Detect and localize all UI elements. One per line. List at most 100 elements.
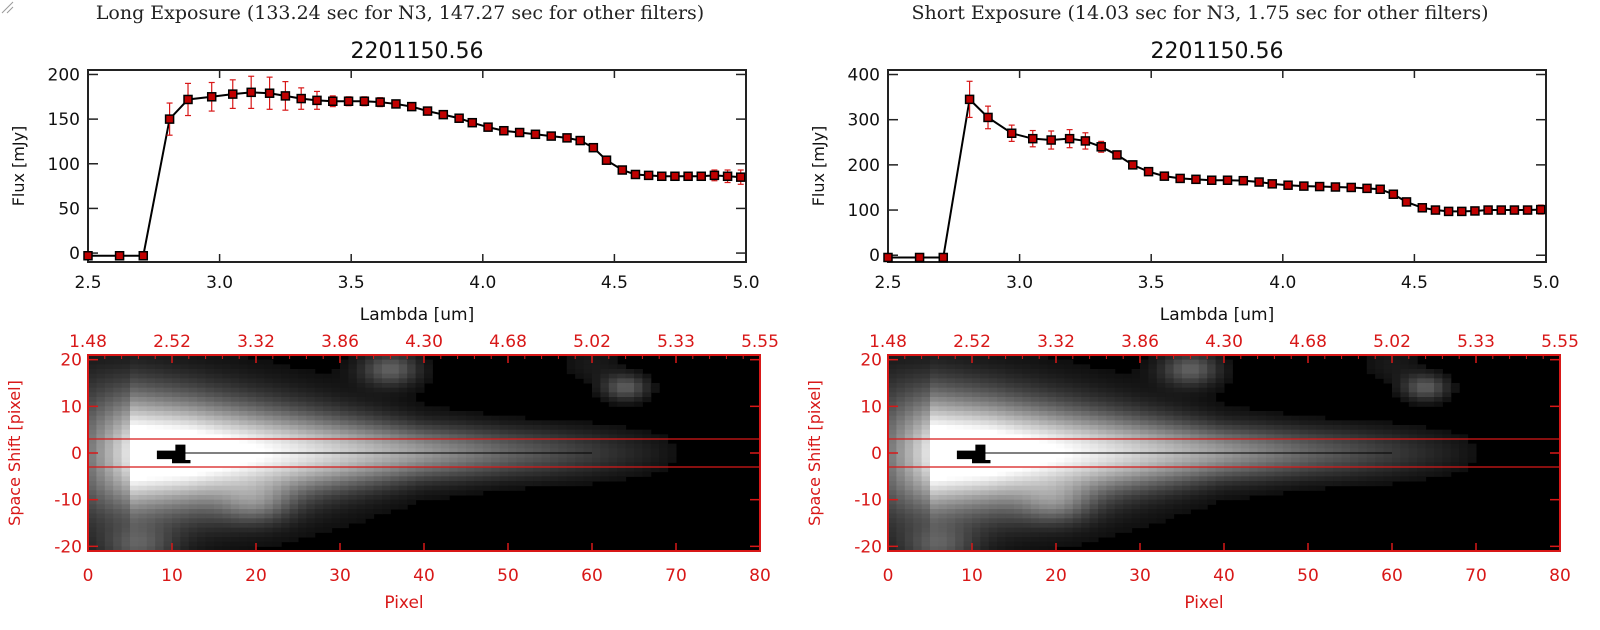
chart-title: 2201150.56 xyxy=(351,39,484,64)
top-tick-label: 5.02 xyxy=(573,332,611,352)
top-tick-label: 5.33 xyxy=(657,332,695,352)
y-tick-label: 100 xyxy=(48,155,80,175)
data-point xyxy=(1457,206,1467,217)
top-tick-label: 4.30 xyxy=(405,332,443,352)
data-point xyxy=(514,127,525,138)
x-tick-label: 4.0 xyxy=(1269,273,1296,293)
data-point xyxy=(1143,166,1154,177)
y-axis-label: Space Shift [pixel] xyxy=(805,380,824,526)
data-point xyxy=(1046,135,1056,145)
resize-grip-icon[interactable] xyxy=(0,0,14,14)
data-point xyxy=(1128,160,1138,170)
data-point xyxy=(328,96,338,107)
data-point xyxy=(1483,205,1493,215)
panel-long-exposure: Long Exposure (133.24 sec for N3, 147.27… xyxy=(5,2,779,613)
x-tick-label: 3.0 xyxy=(1006,273,1033,293)
data-point xyxy=(1314,181,1325,192)
data-point xyxy=(1112,150,1122,160)
y-tick-label: 100 xyxy=(848,201,880,221)
data-point xyxy=(1028,133,1038,144)
data-point xyxy=(1430,205,1441,215)
data-point xyxy=(1346,182,1356,193)
panel-caption: Short Exposure (14.03 sec for N3, 1.75 s… xyxy=(911,2,1489,24)
data-point xyxy=(1254,177,1264,187)
y-tick-label: 0 xyxy=(71,444,82,464)
plot-frame xyxy=(87,69,747,263)
data-point xyxy=(1522,205,1533,215)
top-tick-label: 4.68 xyxy=(489,332,527,352)
x-tick-label: 3.0 xyxy=(206,273,233,293)
data-point xyxy=(1096,142,1106,152)
data-point xyxy=(1417,203,1428,213)
y-axis-label: Space Shift [pixel] xyxy=(5,380,24,526)
top-tick-label: 3.86 xyxy=(321,332,359,352)
data-point xyxy=(1388,189,1399,199)
y-tick-label: 20 xyxy=(60,351,82,371)
data-point xyxy=(83,250,93,261)
top-tick-label: 4.68 xyxy=(1289,332,1327,352)
top-tick-label: 5.33 xyxy=(1457,332,1495,352)
data-point xyxy=(735,172,746,182)
top-tick-label: 2.52 xyxy=(953,332,991,352)
x-tick-label: 0 xyxy=(883,566,894,586)
data-point xyxy=(1535,204,1546,215)
data-point xyxy=(722,171,733,182)
x-axis-label: Lambda [um] xyxy=(1160,305,1274,325)
x-tick-label: 30 xyxy=(1129,566,1151,586)
data-point xyxy=(138,250,149,261)
data-point xyxy=(164,114,175,124)
data-point xyxy=(588,142,599,153)
data-point xyxy=(1064,133,1075,144)
data-point xyxy=(1006,128,1017,138)
data-point xyxy=(228,89,238,99)
x-tick-label: 50 xyxy=(1297,566,1319,586)
y-tick-label: -10 xyxy=(54,491,82,511)
x-axis-label: Lambda [um] xyxy=(360,305,474,325)
data-point xyxy=(657,171,667,182)
x-tick-label: 5.0 xyxy=(1532,273,1559,293)
data-point xyxy=(617,165,628,175)
y-tick-label: 10 xyxy=(860,397,882,417)
data-point xyxy=(938,252,949,263)
data-point xyxy=(1191,174,1201,185)
top-tick-label: 5.55 xyxy=(741,332,779,352)
panel-short-exposure: Short Exposure (14.03 sec for N3, 1.75 s… xyxy=(800,0,1600,630)
top-tick-label: 3.32 xyxy=(237,332,275,352)
data-point xyxy=(206,92,217,102)
data-point xyxy=(546,131,556,141)
data-point xyxy=(1267,179,1278,189)
y-tick-label: 10 xyxy=(60,397,82,417)
y-axis-label: Flux [mJy] xyxy=(9,126,28,207)
plot-frame xyxy=(887,69,1547,263)
x-tick-label: 60 xyxy=(1381,566,1403,586)
y-tick-label: 300 xyxy=(848,111,880,131)
x-tick-label: 2.5 xyxy=(74,273,101,293)
data-point xyxy=(530,129,541,140)
data-point xyxy=(1159,171,1170,181)
top-tick-label: 3.32 xyxy=(1037,332,1075,352)
data-point xyxy=(406,101,417,112)
x-tick-label: 60 xyxy=(581,566,603,586)
x-tick-label: 5.0 xyxy=(732,273,759,293)
y-tick-label: 400 xyxy=(848,66,880,86)
data-point xyxy=(709,170,720,181)
x-tick-label: 2.5 xyxy=(874,273,901,293)
series-line xyxy=(88,91,741,257)
y-tick-label: 200 xyxy=(848,156,880,176)
x-tick-label: 70 xyxy=(665,566,687,586)
data-point xyxy=(696,171,707,182)
y-tick-label: -20 xyxy=(854,537,882,557)
heatmap-image xyxy=(888,355,1477,552)
data-point xyxy=(183,94,193,105)
data-point xyxy=(562,133,572,143)
y-tick-label: 150 xyxy=(48,110,80,130)
panel-caption: Long Exposure (133.24 sec for N3, 147.27… xyxy=(95,2,705,24)
data-point xyxy=(114,250,125,261)
y-tick-label: 0 xyxy=(871,444,882,464)
data-point xyxy=(1206,175,1217,185)
data-point xyxy=(964,94,975,105)
x-tick-label: 4.5 xyxy=(1401,273,1428,293)
y-tick-label: -10 xyxy=(854,491,882,511)
x-tick-label: 40 xyxy=(1213,566,1235,586)
data-point xyxy=(359,96,370,107)
